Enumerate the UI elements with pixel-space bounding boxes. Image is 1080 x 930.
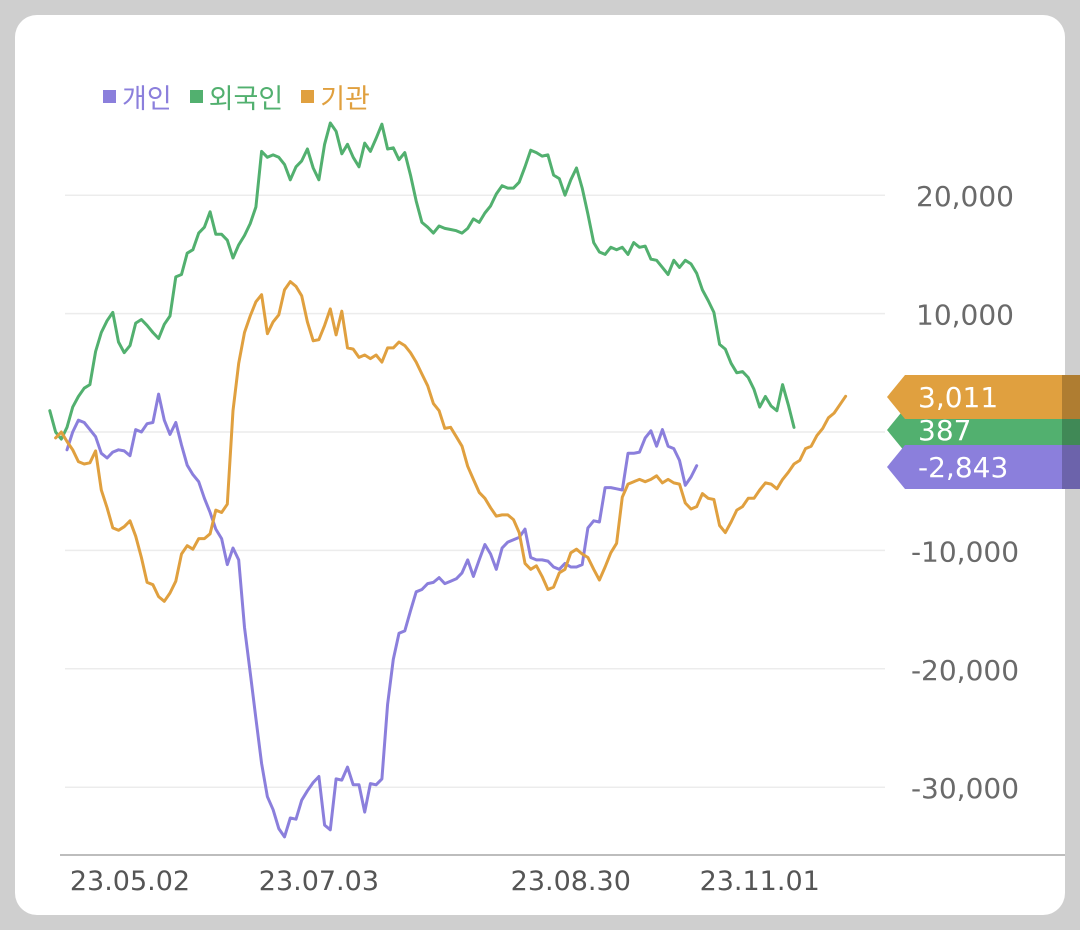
end-tag-bg-2 (887, 375, 1080, 419)
legend-label-institution: 기관 (320, 84, 370, 115)
legend-item-foreign[interactable]: 외국인 (189, 77, 284, 116)
end-tag-label-2: 3,011 (918, 381, 998, 414)
legend-label-individual: 개인 (122, 84, 172, 115)
legend-item-individual[interactable]: 개인 (103, 77, 172, 116)
legend-swatch-individual (103, 90, 116, 103)
x-tick-label: 23.07.03 (259, 866, 379, 897)
y-tick-label: 10,000 (916, 299, 1014, 332)
end-tag-label-1: 387 (918, 414, 971, 447)
end-tag-label-0: -2,843 (918, 451, 1008, 484)
y-tick-label: -20,000 (911, 654, 1019, 687)
x-tick-label: 23.05.02 (70, 866, 190, 897)
legend-item-institution[interactable]: 기관 (301, 77, 370, 116)
series-line-1 (48, 121, 796, 441)
end-tag-bg-0 (887, 445, 1080, 489)
y-tick-label: -10,000 (911, 535, 1019, 568)
end-tag-edge-2 (1062, 375, 1080, 419)
y-tick-label: -30,000 (911, 772, 1019, 805)
legend-label-foreign: 외국인 (208, 84, 284, 115)
x-tick-label: 23.08.30 (511, 866, 631, 897)
series-line-0 (65, 392, 699, 839)
end-tag-edge-0 (1062, 445, 1080, 489)
legend: 개인 외국인 기관 (103, 77, 370, 116)
y-tick-label: 20,000 (916, 180, 1014, 213)
legend-swatch-foreign (189, 90, 203, 103)
series-line-2 (54, 280, 848, 603)
legend-swatch-institution (301, 90, 315, 103)
x-tick-label: 23.11.01 (700, 866, 820, 897)
